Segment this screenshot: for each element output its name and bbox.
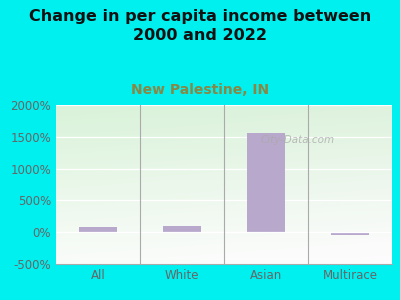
Bar (79, 227, 117, 232)
Text: New Palestine, IN: New Palestine, IN (131, 82, 269, 97)
Text: Change in per capita income between
2000 and 2022: Change in per capita income between 2000… (29, 9, 371, 43)
Bar (331, 232, 369, 236)
Text: City-Data.com: City-Data.com (261, 135, 335, 145)
Bar (163, 226, 201, 232)
Bar (247, 133, 285, 232)
